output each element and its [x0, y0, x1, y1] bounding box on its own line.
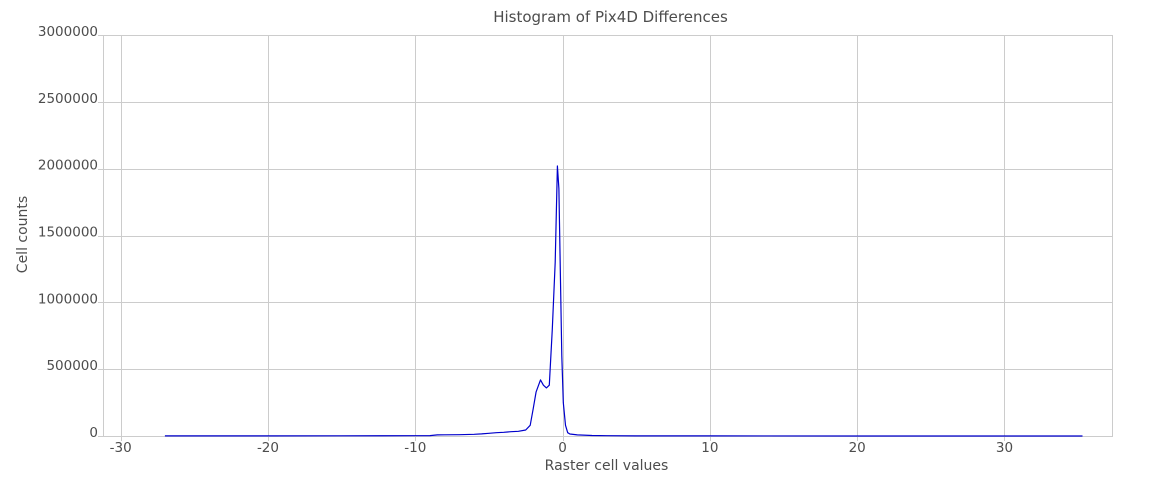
tick-labels: 0 500000 1000000 1500000 2000000 2500000 30000…	[38, 24, 1013, 456]
x-axis-label: Raster cell values	[545, 458, 669, 474]
y-tick-label: 2000000	[38, 158, 98, 174]
x-tick-label: -10	[404, 440, 426, 456]
y-tick-label: 2500000	[38, 91, 98, 107]
series-line	[164, 165, 1083, 437]
series-layer	[164, 165, 1083, 437]
chart-title: Histogram of Pix4D Differences	[493, 8, 728, 26]
x-tick-label: 10	[701, 440, 718, 456]
y-tick-label: 1500000	[38, 225, 98, 241]
x-tick-label: 20	[849, 440, 866, 456]
x-tick-label: 30	[996, 440, 1013, 456]
y-tick-label: 3000000	[38, 24, 98, 40]
y-tick-label: 500000	[46, 358, 98, 374]
grid	[103, 35, 1112, 437]
y-tick-label: 0	[89, 425, 98, 441]
y-axis-label: Cell counts	[15, 196, 31, 273]
x-tick-label: -20	[257, 440, 279, 456]
x-tick-label: -30	[110, 440, 132, 456]
axes	[98, 35, 1113, 441]
x-tick-label: 0	[558, 440, 567, 456]
plot-frame	[103, 35, 1113, 437]
y-tick-label: 1000000	[38, 291, 98, 307]
